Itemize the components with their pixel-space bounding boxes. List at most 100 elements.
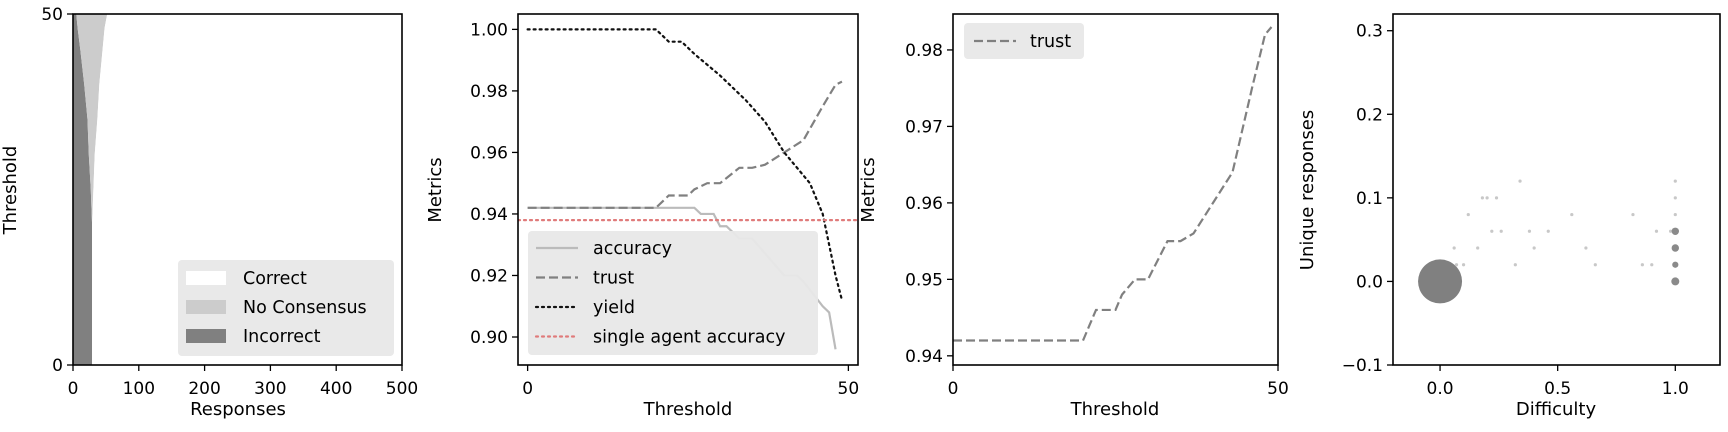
x-tick-label: 0.0 <box>1427 379 1454 399</box>
y-axis-label: Unique responses <box>1297 110 1318 270</box>
y-tick-label: 0.97 <box>905 117 943 137</box>
scatter-point <box>1671 244 1680 252</box>
legend-label: trust <box>1030 32 1071 52</box>
y-axis-label: Metrics <box>425 157 446 222</box>
x-tick-label: 0 <box>948 379 959 399</box>
scatter-point <box>1631 212 1635 217</box>
x-tick-label: 50 <box>838 379 860 399</box>
scatter-point <box>1640 263 1644 267</box>
scatter-point <box>1499 229 1503 233</box>
line-trust <box>953 26 1273 342</box>
subplot-2: 0 50 0.90 0.92 0.94 0.96 0.98 1.00 Threshold Metr… <box>425 13 860 420</box>
scatter-point <box>1452 246 1456 250</box>
x-tick-label: 100 <box>123 379 155 399</box>
x-tick-label: 0 <box>68 379 79 399</box>
legend-label: accuracy <box>593 239 672 259</box>
legend-label: Incorrect <box>243 327 321 347</box>
scatter-point <box>1527 229 1532 233</box>
y-tick-label: 0 <box>52 356 63 376</box>
scatter-point <box>1485 196 1489 200</box>
x-tick-label: 1.0 <box>1662 379 1689 399</box>
plot-area <box>1418 179 1680 304</box>
scatter-point <box>1673 196 1677 200</box>
subplot-4: 0.0 0.5 1.0 −0.1 0.0 0.1 0.2 0.3 Difficulty Uniqu… <box>1297 13 1721 420</box>
scatter-point <box>1476 246 1480 250</box>
x-axis-label: Responses <box>190 399 286 420</box>
y-tick-label: −0.1 <box>1342 356 1383 376</box>
x-tick-label: 50 <box>1267 379 1289 399</box>
y-tick-label: 0.92 <box>470 266 508 286</box>
axes-frame <box>952 13 1279 366</box>
scatter-point <box>1513 263 1517 267</box>
scatter-point <box>1654 229 1659 233</box>
y-tick-label: 0.98 <box>470 82 508 102</box>
x-tick-label: 0 <box>522 379 533 399</box>
scatter-point <box>1673 212 1677 217</box>
y-tick-label: 0.95 <box>905 270 943 290</box>
legend: Correct No Consensus Incorrect <box>178 260 394 356</box>
scatter-point <box>1584 246 1588 250</box>
axes-frame <box>72 13 403 366</box>
legend: trust <box>964 23 1084 59</box>
y-tick-label: 0.2 <box>1356 105 1383 125</box>
legend-label: yield <box>593 298 635 318</box>
y-tick-label: 0.98 <box>905 41 943 61</box>
area-no-consensus <box>76 14 108 365</box>
legend: accuracy trust yield single agent accuracy <box>528 231 818 355</box>
x-axis-label: Threshold <box>643 399 733 420</box>
y-tick-label: 0.3 <box>1356 22 1383 42</box>
legend-box <box>964 23 1084 59</box>
scatter-point <box>1461 263 1466 267</box>
plot-area <box>953 26 1273 342</box>
scatter-point <box>1650 263 1654 267</box>
legend-label: Correct <box>243 269 307 289</box>
scatter-point <box>1546 229 1550 233</box>
x-tick-label: 300 <box>254 379 286 399</box>
subplot-3: 0 50 0.94 0.95 0.96 0.97 0.98 Threshold Metrics t… <box>858 13 1289 420</box>
axes-frame <box>517 13 859 366</box>
x-axis-label: Difficulty <box>1516 399 1597 420</box>
legend-label: No Consensus <box>243 298 367 318</box>
scatter-point <box>1518 179 1522 183</box>
x-tick-label: 400 <box>320 379 352 399</box>
y-tick-label: 1.00 <box>470 20 508 40</box>
y-tick-label: 0.96 <box>905 194 943 214</box>
scatter-point <box>1454 263 1459 267</box>
y-tick-label: 0.1 <box>1356 189 1383 209</box>
scatter-point <box>1466 212 1470 217</box>
scatter-point <box>1494 196 1499 200</box>
legend-label: single agent accuracy <box>593 328 785 348</box>
line-yield <box>526 28 844 302</box>
legend-label: trust <box>593 269 634 289</box>
y-tick-label: 0.94 <box>470 205 508 225</box>
scatter-point <box>1418 259 1463 304</box>
legend-swatch <box>186 300 226 314</box>
scatter-point <box>1593 263 1597 267</box>
y-tick-label: 0.0 <box>1356 272 1383 292</box>
y-axis-label: Threshold <box>0 146 21 236</box>
scatter-point <box>1668 229 1673 233</box>
legend-box <box>528 231 818 355</box>
scatter-point <box>1532 246 1536 250</box>
legend-box <box>178 260 394 356</box>
legend-swatch <box>186 271 226 285</box>
x-tick-label: 0.5 <box>1544 379 1571 399</box>
y-axis-label: Metrics <box>858 157 879 222</box>
y-tick-label: 50 <box>41 5 63 25</box>
x-axis-label: Threshold <box>1070 399 1160 420</box>
axes-frame <box>1392 13 1721 366</box>
subplot-1: 0 100 200 300 400 500 0 50 Responses Threshold Cor… <box>0 5 418 420</box>
line-trust <box>527 80 843 209</box>
y-tick-label: 0.90 <box>470 328 508 348</box>
scatter-point <box>1672 261 1679 268</box>
scatter-point <box>1570 212 1574 217</box>
y-tick-label: 0.96 <box>470 143 508 163</box>
x-tick-label: 500 <box>386 379 418 399</box>
area-incorrect <box>73 14 93 365</box>
scatter-point <box>1671 277 1680 286</box>
scatter-point <box>1671 227 1680 235</box>
x-tick-label: 200 <box>188 379 220 399</box>
scatter-point <box>1490 229 1494 233</box>
y-tick-label: 0.94 <box>905 347 943 367</box>
